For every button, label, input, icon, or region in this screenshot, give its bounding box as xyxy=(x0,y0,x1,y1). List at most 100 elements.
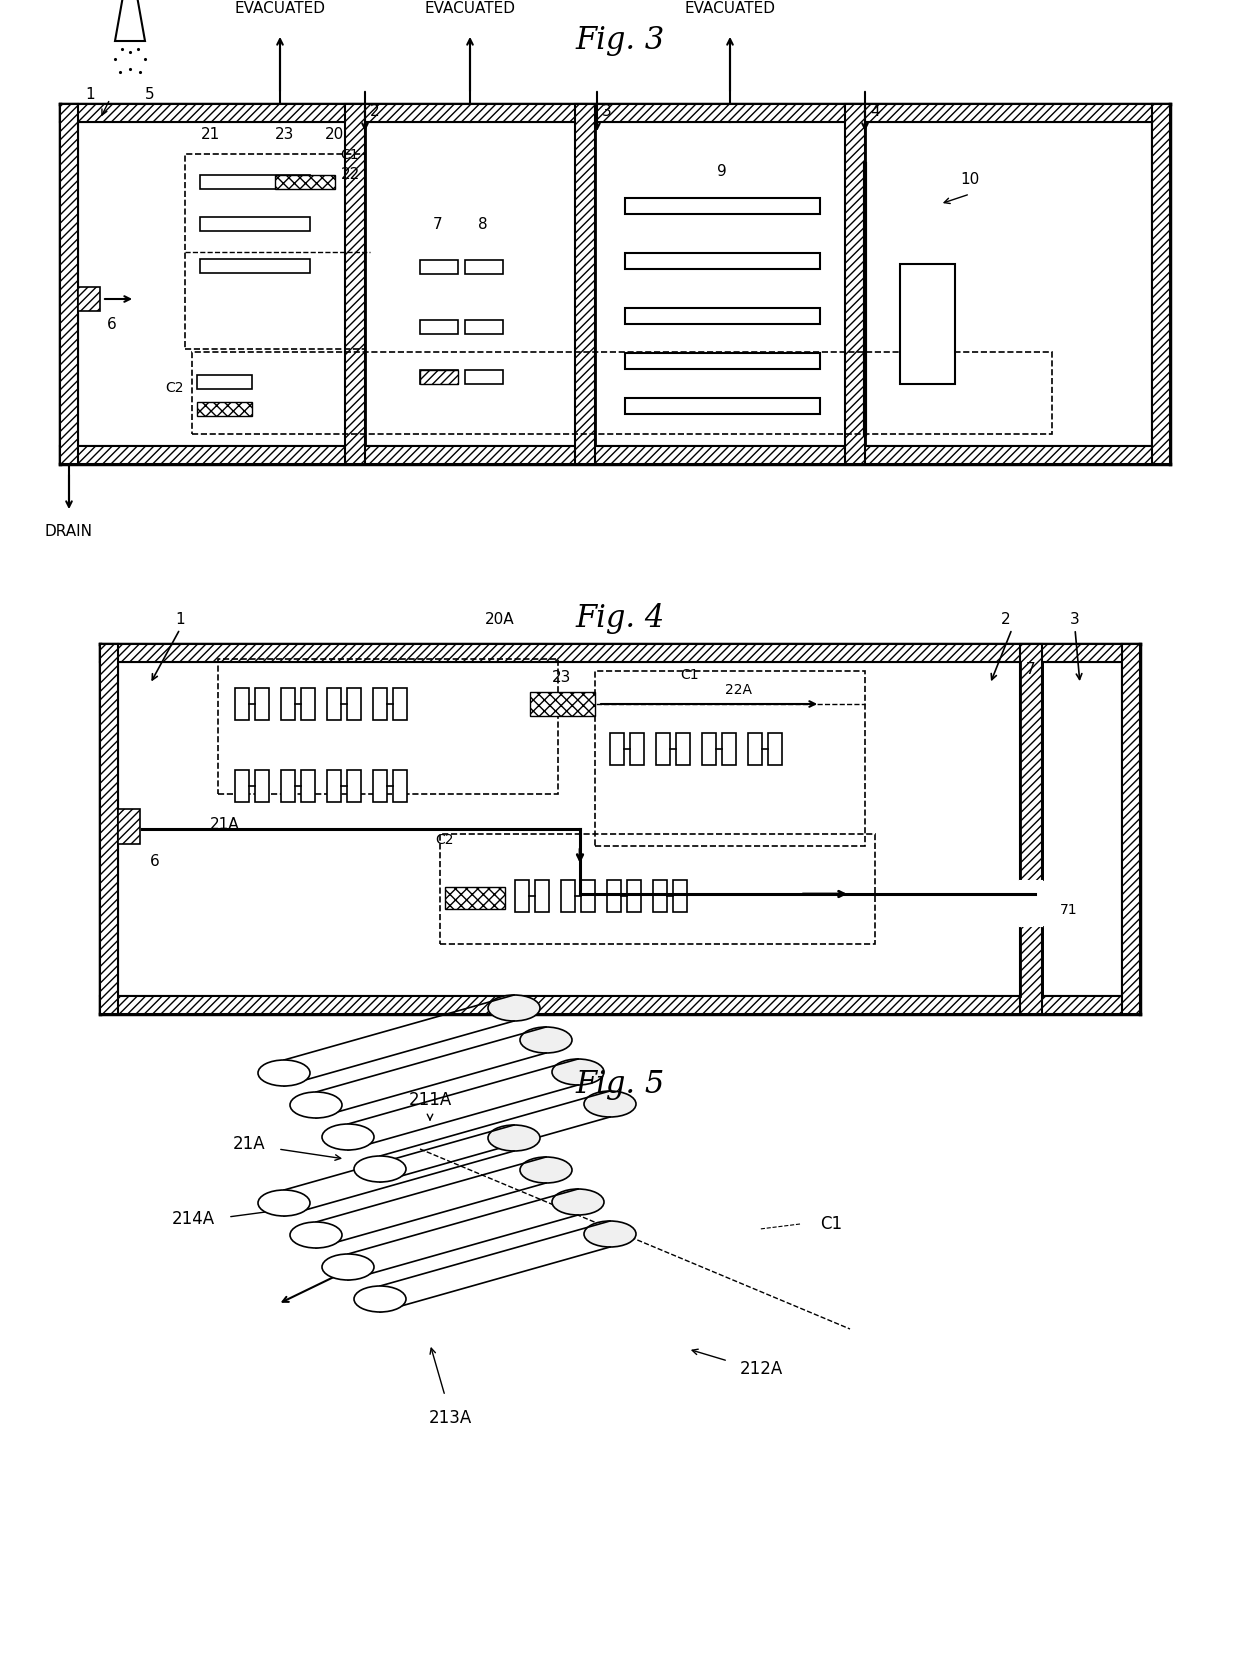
Text: 1: 1 xyxy=(175,613,185,626)
Bar xyxy=(748,734,763,766)
Ellipse shape xyxy=(258,1190,310,1216)
Bar xyxy=(1016,881,1045,927)
Bar xyxy=(60,447,1171,463)
Bar xyxy=(60,104,1171,123)
Bar xyxy=(185,154,365,349)
Bar xyxy=(255,688,269,720)
Bar xyxy=(722,734,737,766)
Bar xyxy=(393,688,407,720)
Bar xyxy=(100,645,118,1014)
Bar xyxy=(197,401,252,416)
Bar xyxy=(420,321,458,334)
Bar xyxy=(301,771,315,803)
Polygon shape xyxy=(115,0,145,40)
Text: EVACUATED: EVACUATED xyxy=(684,2,775,17)
Bar xyxy=(625,254,820,269)
Bar xyxy=(393,771,407,803)
Bar xyxy=(625,198,820,213)
Bar xyxy=(465,321,503,334)
Bar xyxy=(656,734,670,766)
Bar xyxy=(420,369,458,384)
Ellipse shape xyxy=(290,1222,342,1247)
Bar xyxy=(625,353,820,369)
Bar xyxy=(625,307,820,324)
Bar xyxy=(420,260,458,274)
Bar xyxy=(768,734,782,766)
Ellipse shape xyxy=(552,1059,604,1085)
Bar xyxy=(373,688,387,720)
Ellipse shape xyxy=(258,1059,310,1086)
Bar xyxy=(673,880,687,912)
Text: C1: C1 xyxy=(341,148,360,161)
Bar xyxy=(1021,881,1042,927)
Text: 21A: 21A xyxy=(211,818,239,833)
Bar xyxy=(1152,104,1171,463)
Bar xyxy=(595,672,866,846)
Text: 10: 10 xyxy=(960,171,980,186)
Bar xyxy=(118,809,140,845)
Text: 214A: 214A xyxy=(172,1211,215,1227)
Bar xyxy=(440,834,875,944)
Text: 2: 2 xyxy=(1001,613,1011,626)
Bar xyxy=(373,771,387,803)
Bar xyxy=(197,374,252,390)
Text: C1: C1 xyxy=(681,668,699,682)
Bar xyxy=(281,688,295,720)
Bar xyxy=(582,880,595,912)
Bar xyxy=(630,734,644,766)
Text: 3: 3 xyxy=(1070,613,1080,626)
Ellipse shape xyxy=(520,1028,572,1053)
Bar xyxy=(78,287,100,311)
Bar xyxy=(515,880,529,912)
Bar xyxy=(200,217,310,232)
Ellipse shape xyxy=(322,1123,374,1150)
Text: 23: 23 xyxy=(275,128,295,143)
Bar xyxy=(301,688,315,720)
Text: 21: 21 xyxy=(201,128,219,143)
Text: C2: C2 xyxy=(165,381,184,395)
Bar xyxy=(218,658,558,794)
Bar xyxy=(200,259,310,274)
Text: EVACUATED: EVACUATED xyxy=(424,2,516,17)
Bar xyxy=(420,369,458,384)
Bar xyxy=(1021,645,1042,1014)
Bar xyxy=(608,880,621,912)
Text: 5: 5 xyxy=(145,87,155,102)
Bar xyxy=(844,104,866,463)
Ellipse shape xyxy=(322,1254,374,1279)
Bar xyxy=(236,688,249,720)
Ellipse shape xyxy=(353,1286,405,1311)
Bar xyxy=(445,887,505,908)
Ellipse shape xyxy=(290,1091,342,1118)
Text: 22: 22 xyxy=(340,166,360,181)
Bar xyxy=(327,771,341,803)
Bar xyxy=(327,688,341,720)
Bar xyxy=(529,692,595,715)
Ellipse shape xyxy=(584,1091,636,1117)
Text: 2: 2 xyxy=(370,104,379,119)
Text: 7: 7 xyxy=(1027,662,1035,677)
Ellipse shape xyxy=(489,996,539,1021)
Bar xyxy=(900,264,955,384)
Text: 71: 71 xyxy=(1060,903,1078,917)
Bar xyxy=(702,734,715,766)
Bar xyxy=(345,104,365,463)
Bar xyxy=(465,260,503,274)
Bar xyxy=(575,104,595,463)
Bar xyxy=(347,688,361,720)
Text: 6: 6 xyxy=(107,317,117,332)
Text: 20A: 20A xyxy=(485,613,515,626)
Text: DRAIN: DRAIN xyxy=(45,524,93,539)
Bar xyxy=(625,398,820,415)
Text: 20: 20 xyxy=(325,128,345,143)
Bar xyxy=(465,369,503,384)
Text: 212A: 212A xyxy=(740,1360,784,1378)
Text: 8: 8 xyxy=(479,217,487,232)
Text: 3: 3 xyxy=(601,104,611,119)
Ellipse shape xyxy=(552,1189,604,1216)
Ellipse shape xyxy=(489,1125,539,1152)
Text: 23: 23 xyxy=(552,670,572,685)
Bar xyxy=(676,734,689,766)
Bar xyxy=(275,175,335,190)
Ellipse shape xyxy=(520,1157,572,1184)
